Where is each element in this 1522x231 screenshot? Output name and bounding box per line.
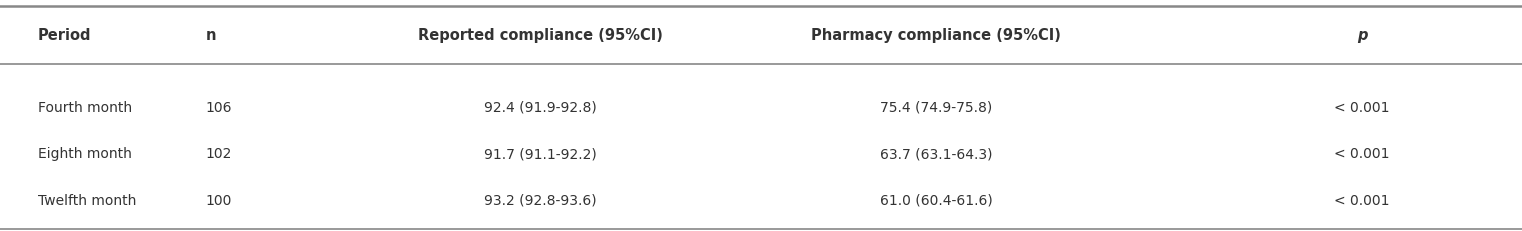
Text: 61.0 (60.4-61.6): 61.0 (60.4-61.6)	[880, 193, 992, 207]
Text: Pharmacy compliance (95%CI): Pharmacy compliance (95%CI)	[811, 28, 1061, 43]
Text: 100: 100	[205, 193, 231, 207]
Text: 102: 102	[205, 147, 231, 161]
Text: Eighth month: Eighth month	[38, 147, 132, 161]
Text: Fourth month: Fourth month	[38, 100, 132, 114]
Text: Reported compliance (95%CI): Reported compliance (95%CI)	[419, 28, 662, 43]
Text: 106: 106	[205, 100, 231, 114]
Text: n: n	[205, 28, 216, 43]
Text: Twelfth month: Twelfth month	[38, 193, 137, 207]
Text: 63.7 (63.1-64.3): 63.7 (63.1-64.3)	[880, 147, 992, 161]
Text: 75.4 (74.9-75.8): 75.4 (74.9-75.8)	[880, 100, 992, 114]
Text: < 0.001: < 0.001	[1335, 193, 1390, 207]
Text: < 0.001: < 0.001	[1335, 100, 1390, 114]
Text: 92.4 (91.9-92.8): 92.4 (91.9-92.8)	[484, 100, 597, 114]
Text: Period: Period	[38, 28, 91, 43]
Text: < 0.001: < 0.001	[1335, 147, 1390, 161]
Text: p: p	[1358, 28, 1367, 43]
Text: 93.2 (92.8-93.6): 93.2 (92.8-93.6)	[484, 193, 597, 207]
Text: 91.7 (91.1-92.2): 91.7 (91.1-92.2)	[484, 147, 597, 161]
